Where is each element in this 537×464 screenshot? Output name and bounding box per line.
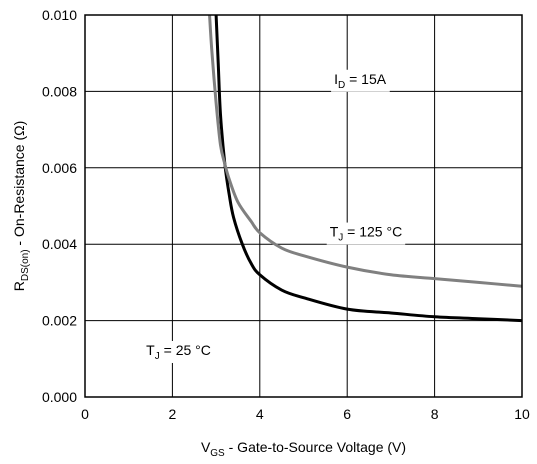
series-group xyxy=(208,15,522,323)
x-tick-label: 4 xyxy=(256,406,264,422)
x-axis-label: VGS - Gate-to-Source Voltage (V) xyxy=(201,439,406,459)
series-line-125c xyxy=(208,15,522,288)
x-tick-label: 2 xyxy=(169,406,177,422)
y-tick-label: 0.002 xyxy=(42,313,77,329)
annotations: ID = 15A TJ = 125 °C TJ = 25 °C xyxy=(143,69,406,363)
y-tick-label: 0.010 xyxy=(42,7,77,23)
plot-frame xyxy=(84,14,523,398)
annotation-background xyxy=(143,340,214,363)
x-tick-label: 6 xyxy=(343,406,351,422)
y-axis-ticks: 0.000 0.002 0.004 0.006 0.008 0.010 xyxy=(42,7,77,405)
x-tick-label: 8 xyxy=(431,406,439,422)
y-tick-label: 0.006 xyxy=(42,160,77,176)
annotation-label: TJ = 25 °C xyxy=(146,342,211,362)
y-tick-label: 0.000 xyxy=(42,389,77,405)
annotation-background xyxy=(326,222,406,245)
x-axis-ticks: 0 2 4 6 8 10 xyxy=(81,406,530,422)
y-tick-label: 0.004 xyxy=(42,236,77,252)
annotation-label: TJ = 125 °C xyxy=(330,224,402,244)
annotation: ID = 15A xyxy=(331,69,390,92)
x-tick-label: 10 xyxy=(514,406,530,422)
grid xyxy=(84,14,523,398)
annotation-background xyxy=(331,69,390,92)
annotation: TJ = 125 °C xyxy=(326,222,406,245)
x-tick-label: 0 xyxy=(81,406,89,422)
annotation: TJ = 25 °C xyxy=(143,340,214,363)
annotation-label: ID = 15A xyxy=(334,71,387,91)
y-tick-label: 0.008 xyxy=(42,83,77,99)
y-axis-label: RDS(on) - On-Resistance (Ω) xyxy=(11,121,31,292)
series-line-25c xyxy=(214,15,522,323)
